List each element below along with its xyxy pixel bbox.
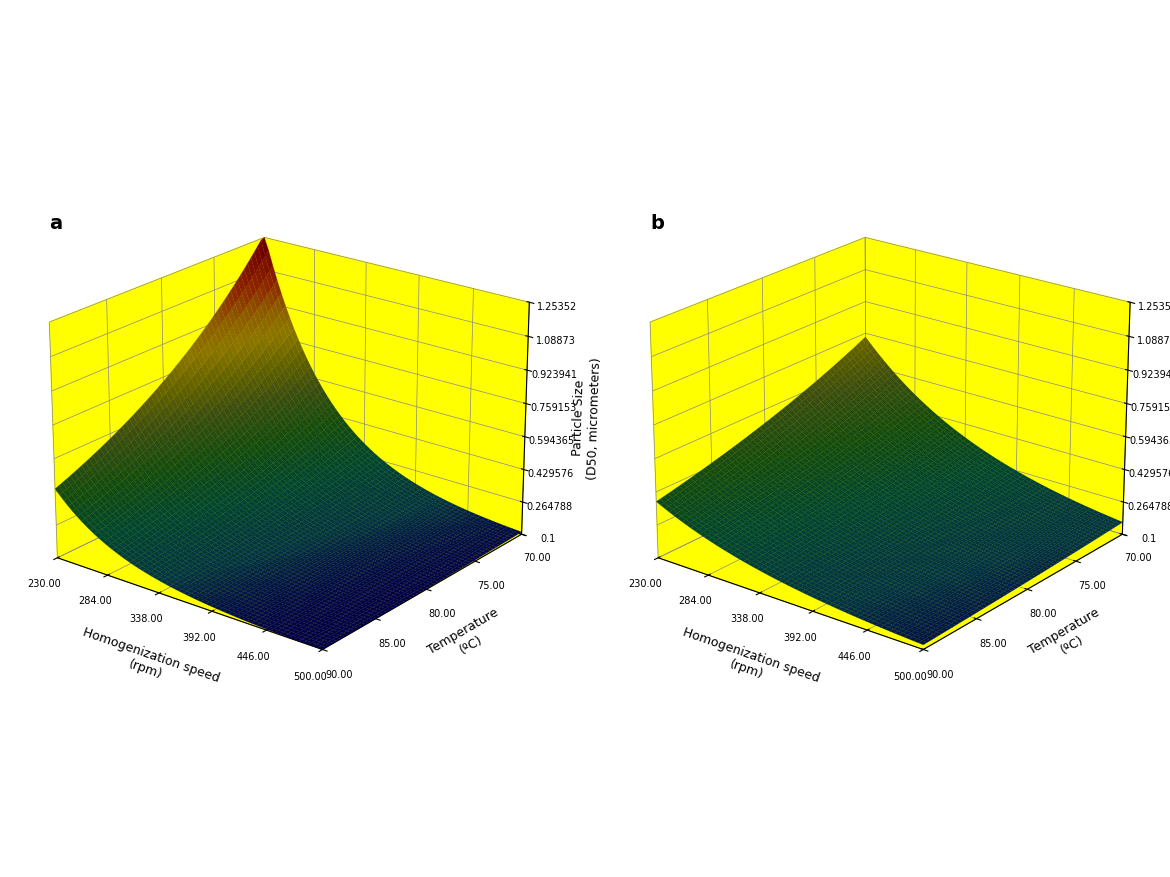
Text: b: b	[651, 214, 665, 233]
X-axis label: Homogenization speed
(rpm): Homogenization speed (rpm)	[76, 625, 221, 699]
X-axis label: Homogenization speed
(rpm): Homogenization speed (rpm)	[676, 625, 821, 699]
Text: a: a	[49, 214, 63, 233]
Y-axis label: Temperature
(ºC): Temperature (ºC)	[426, 606, 509, 669]
Y-axis label: Temperature
(ºC): Temperature (ºC)	[1027, 606, 1109, 669]
